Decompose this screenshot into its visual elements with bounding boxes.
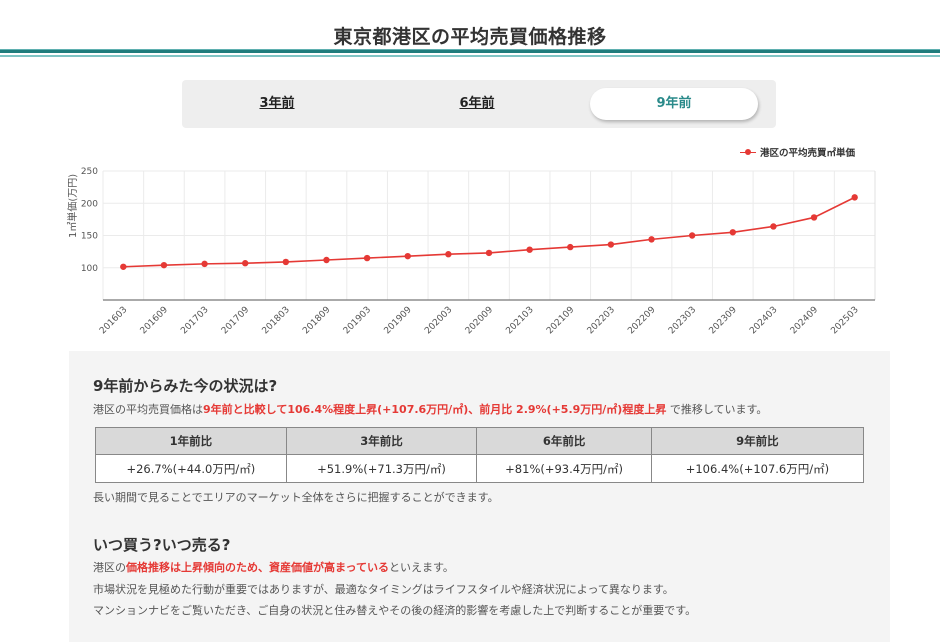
y-axis-ticks: 100 150 200 250 <box>81 167 98 274</box>
data-point[interactable] <box>485 249 493 257</box>
summary-prefix: 港区の平均売買価格は <box>93 403 203 416</box>
svg-text:202303: 202303 <box>667 305 698 336</box>
table-cell: +26.7%(+44.0万円/㎡) <box>95 454 287 483</box>
svg-text:202209: 202209 <box>626 305 658 337</box>
data-point[interactable] <box>688 232 696 239</box>
title-divider <box>0 55 940 57</box>
svg-text:202103: 202103 <box>504 305 535 336</box>
summary-note: 長い期間で見ることでエリアのマーケット全体をさらに把握することができます。 <box>93 491 499 504</box>
summary-highlight: 9年前と比較して106.4%程度上昇(+107.6万円/㎡)、前月比 2.9%(… <box>203 403 667 416</box>
table-header: 3年前比 <box>285 427 478 455</box>
comparison-table: 1年前比 3年前比 6年前比 9年前比 +26.7%(+44.0万円/㎡) +5… <box>95 427 865 483</box>
data-point[interactable] <box>363 254 371 262</box>
advice-highlight: 価格推移は上昇傾向のため、資産価値が高まっている <box>126 561 390 574</box>
svg-text:202309: 202309 <box>708 305 740 337</box>
advice-line-3: マンションナビをご覧いただき、ご自身の状況と住み替えやその後の経済的影響を考慮し… <box>93 604 697 617</box>
advice-heading: いつ買う?いつ売る? <box>93 536 231 554</box>
svg-text:202409: 202409 <box>789 305 821 337</box>
data-point[interactable] <box>242 260 249 267</box>
summary-sentence: 港区の平均売買価格は9年前と比較して106.4%程度上昇(+107.6万円/㎡)… <box>93 401 767 417</box>
svg-text:201809: 201809 <box>301 305 333 337</box>
series-points <box>120 194 858 270</box>
table-header: 1年前比 <box>95 427 287 455</box>
data-point[interactable] <box>526 246 533 253</box>
advice-line-1: 港区の価格推移は上昇傾向のため、資産価値が高まっているといえます。 <box>93 559 454 575</box>
data-point[interactable] <box>648 236 655 243</box>
summary-suffix: で推移しています。 <box>666 403 768 416</box>
tab-9-years[interactable]: 9年前 <box>590 88 758 120</box>
advice-prefix: 港区の <box>93 561 126 574</box>
svg-text:201709: 201709 <box>220 305 252 337</box>
data-point[interactable] <box>282 258 290 266</box>
table-cell: +81%(+93.4万円/㎡) <box>476 454 652 483</box>
tab-3-years[interactable]: 3年前 <box>259 96 295 111</box>
svg-text:201703: 201703 <box>179 305 210 336</box>
chart-legend[interactable]: 港区の平均売買㎡単価 <box>740 145 855 159</box>
table-header: 9年前比 <box>650 427 865 455</box>
analysis-panel: 9年前からみた今の状況は? 港区の平均売買価格は9年前と比較して106.4%程度… <box>69 351 890 642</box>
svg-text:201909: 201909 <box>382 305 414 337</box>
data-point[interactable] <box>810 214 818 221</box>
table-header: 6年前比 <box>476 427 652 455</box>
data-point[interactable] <box>851 194 858 201</box>
data-point[interactable] <box>607 241 615 248</box>
title-divider <box>0 49 940 50</box>
data-point[interactable] <box>729 229 736 236</box>
title-divider <box>0 50 940 53</box>
x-axis-ticks: 201603 201609 201703 201709 201803 201809 2019… <box>98 305 861 337</box>
data-point[interactable] <box>404 252 411 260</box>
page-title: 東京都港区の平均売買価格推移 <box>333 26 607 48</box>
svg-text:202403: 202403 <box>748 305 779 336</box>
table-cell: +106.4%(+107.6万円/㎡) <box>650 454 865 483</box>
svg-text:150: 150 <box>81 232 98 242</box>
data-point[interactable] <box>160 261 168 269</box>
svg-text:202109: 202109 <box>545 305 577 337</box>
svg-text:100: 100 <box>81 264 98 274</box>
chart-grid <box>102 170 876 301</box>
svg-text:202009: 202009 <box>464 305 496 337</box>
data-point[interactable] <box>323 256 330 264</box>
svg-text:250: 250 <box>81 167 98 177</box>
advice-line-2: 市場状況を見極めた行動が重要ではありますが、最適なタイミングはライフスタイルや経… <box>93 583 674 596</box>
svg-text:202003: 202003 <box>423 305 454 336</box>
summary-heading: 9年前からみた今の状況は? <box>93 377 278 395</box>
period-tabs: 3年前 6年前 9年前 <box>182 80 776 128</box>
svg-text:202503: 202503 <box>829 305 860 336</box>
table-cell: +51.9%(+71.3万円/㎡) <box>285 454 478 483</box>
svg-text:202203: 202203 <box>586 305 617 336</box>
series-line <box>123 196 856 268</box>
legend-line-marker-icon <box>740 148 756 156</box>
svg-text:201603: 201603 <box>98 305 129 336</box>
advice-suffix: といえます。 <box>389 561 454 574</box>
data-point[interactable] <box>201 260 208 268</box>
data-point[interactable] <box>567 243 574 251</box>
svg-text:200: 200 <box>81 199 98 209</box>
svg-text:201803: 201803 <box>261 305 292 336</box>
data-point[interactable] <box>770 223 777 230</box>
data-point[interactable] <box>445 251 452 258</box>
svg-text:201903: 201903 <box>342 305 373 336</box>
svg-text:201609: 201609 <box>139 305 171 337</box>
data-point[interactable] <box>120 263 127 270</box>
table-header-row: 1年前比 3年前比 6年前比 9年前比 <box>95 427 865 455</box>
tab-6-years[interactable]: 6年前 <box>459 96 495 111</box>
legend-label: 港区の平均売買㎡単価 <box>760 148 856 159</box>
table-row: +26.7%(+44.0万円/㎡) +51.9%(+71.3万円/㎡) +81%… <box>95 454 865 483</box>
